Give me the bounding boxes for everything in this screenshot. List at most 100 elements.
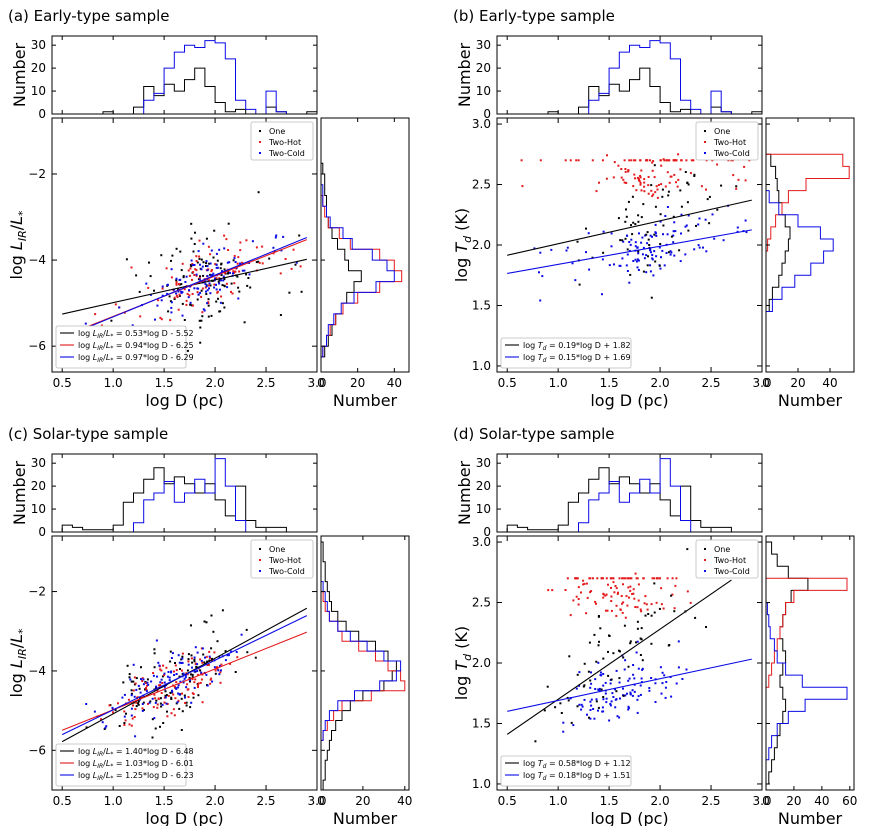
data-point-two-cold: [590, 671, 592, 674]
scatter-area: [61, 607, 308, 748]
data-point-two-cold: [626, 270, 629, 272]
data-point-one: [654, 205, 657, 208]
data-point-two-cold: [602, 684, 605, 687]
data-point-two-cold: [610, 232, 613, 235]
data-point-two-cold: [630, 238, 633, 241]
data-point-one: [208, 659, 211, 662]
data-point-two-hot: [195, 269, 198, 272]
data-point-two-hot: [632, 592, 635, 595]
data-point-two-cold: [650, 677, 653, 679]
data-point-one: [178, 294, 181, 297]
data-point-one: [647, 238, 650, 241]
data-point-two-cold: [649, 270, 652, 273]
legend-label-two-hot: Two-Hot: [713, 138, 746, 147]
data-point-one: [568, 655, 571, 658]
data-point-one: [621, 239, 624, 242]
data-point-two-cold: [104, 726, 107, 729]
data-point-two-cold: [191, 264, 194, 267]
data-point-two-cold: [181, 314, 184, 317]
data-point-two-hot: [198, 239, 201, 242]
data-point-two-hot: [677, 178, 680, 181]
data-point-two-hot: [665, 159, 668, 162]
data-point-one: [693, 173, 696, 176]
data-point-two-cold: [651, 254, 654, 256]
data-point-one: [654, 260, 657, 263]
data-point-two-cold: [118, 306, 121, 309]
legend-label-one: One: [269, 545, 285, 554]
data-point-one: [238, 290, 241, 293]
data-point-one: [670, 235, 673, 238]
data-point-two-hot: [692, 159, 695, 162]
data-point-two-hot: [606, 609, 609, 612]
data-point-two-cold: [633, 690, 636, 693]
data-point-one: [195, 665, 198, 668]
data-point-one: [137, 703, 140, 706]
fit-legend-label: log LIR/L* = 1.25*log D - 6.23: [78, 771, 194, 782]
data-point-two-hot: [632, 185, 635, 188]
data-point-two-hot: [197, 686, 199, 688]
data-point-two-cold: [654, 231, 657, 234]
x-tick-label: 1.5: [600, 794, 619, 808]
y-tick-label: 2.0: [472, 238, 491, 252]
data-point-one: [142, 701, 145, 704]
data-point-two-cold: [206, 275, 209, 277]
data-point-two-hot: [675, 181, 677, 184]
data-point-one: [223, 284, 226, 287]
data-point-one: [670, 594, 673, 597]
data-point-one: [257, 260, 260, 263]
data-point-two-hot: [261, 245, 264, 248]
data-point-two-cold: [636, 258, 639, 261]
data-point-two-hot: [620, 595, 623, 597]
data-point-two-cold: [217, 669, 220, 672]
data-point-two-cold: [562, 730, 565, 733]
data-point-two-hot: [689, 601, 692, 604]
data-point-two-cold: [131, 324, 134, 327]
data-point-two-cold: [641, 253, 644, 256]
data-point-two-cold: [222, 275, 225, 278]
data-point-one: [153, 289, 155, 292]
data-point-two-cold: [626, 234, 629, 237]
data-point-two-hot: [637, 599, 640, 602]
data-point-two-hot: [612, 577, 615, 580]
data-point-two-hot: [233, 282, 236, 285]
data-point-two-cold: [282, 235, 285, 238]
data-point-one: [597, 706, 600, 709]
data-point-two-cold: [206, 269, 209, 272]
data-point-two-hot: [172, 708, 175, 711]
data-point-one: [595, 700, 598, 703]
data-point-two-cold: [713, 237, 716, 240]
data-point-two-cold: [635, 651, 638, 654]
data-point-one: [554, 706, 557, 709]
data-point-two-cold: [638, 232, 640, 235]
x-tick-label: 0.5: [53, 794, 72, 808]
data-point-two-hot: [170, 276, 173, 279]
legend-marker-one: [704, 548, 706, 550]
data-point-two-cold: [654, 701, 657, 703]
data-point-one: [720, 184, 723, 187]
data-point-two-cold: [179, 680, 182, 683]
data-point-two-cold: [637, 269, 640, 271]
data-point-two-cold: [193, 264, 196, 266]
data-point-one: [667, 190, 670, 193]
side-hist-one: [766, 153, 791, 312]
data-point-two-cold: [201, 265, 204, 268]
data-point-one: [130, 680, 133, 683]
data-point-two-cold: [148, 701, 151, 704]
data-point-two-hot: [130, 724, 133, 727]
data-point-two-cold: [673, 221, 676, 224]
data-point-one: [191, 676, 194, 679]
scatter-area: [506, 548, 752, 743]
data-point-two-cold: [147, 683, 150, 686]
data-point-one: [630, 224, 632, 227]
side-hist-two-hot: [320, 163, 403, 368]
data-point-two-hot: [610, 595, 613, 598]
data-point-one: [199, 275, 201, 278]
fit-line-one: [507, 199, 752, 256]
data-point-two-hot: [191, 293, 194, 295]
data-point-two-hot: [606, 154, 608, 157]
data-point-two-hot: [657, 184, 660, 186]
data-point-two-cold: [659, 220, 662, 223]
data-point-two-cold: [640, 677, 643, 680]
data-point-one: [566, 696, 569, 699]
data-point-two-cold: [187, 663, 190, 666]
